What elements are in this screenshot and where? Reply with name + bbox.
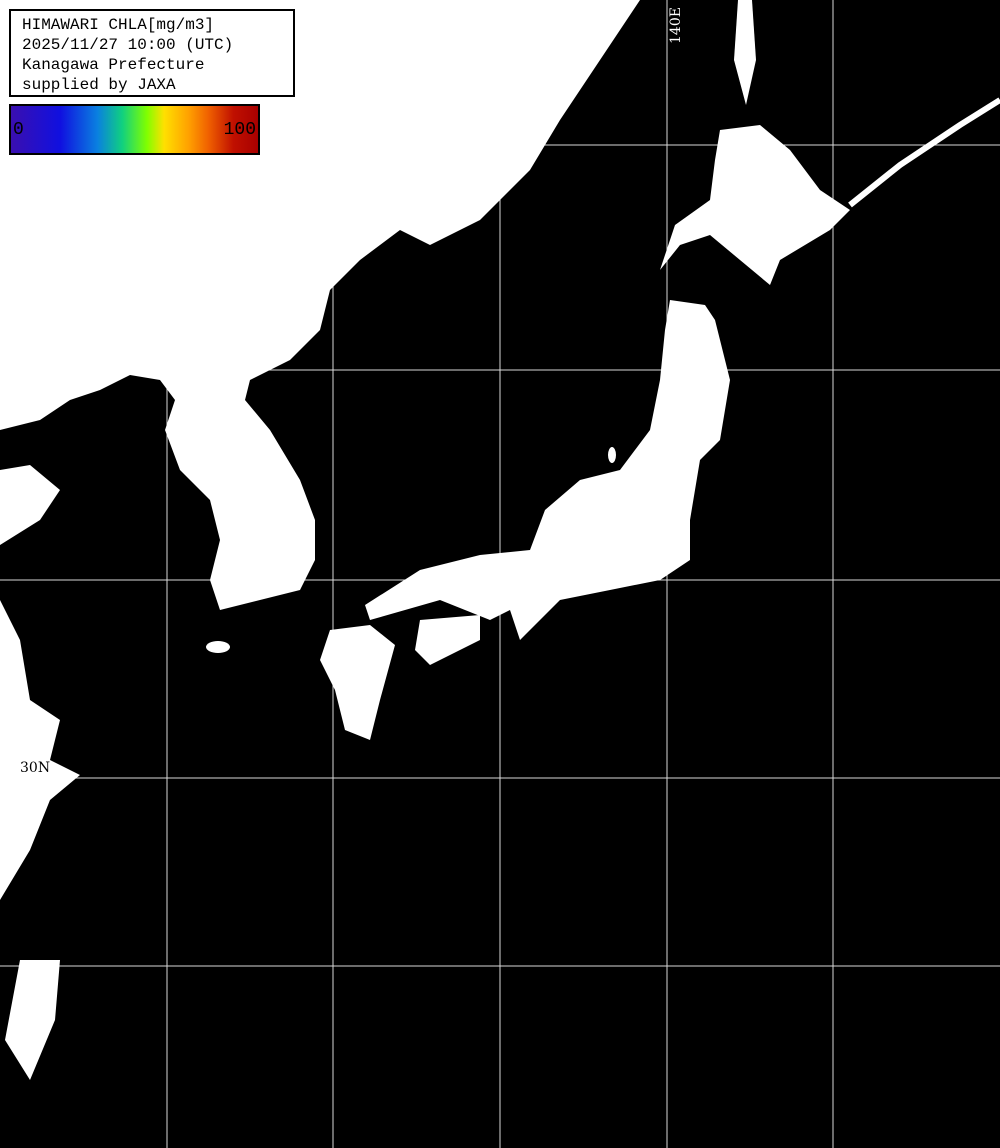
credit: supplied by JAXA [22,76,176,94]
china-coast-north [0,465,60,545]
china-coast-south [0,600,80,900]
product-title: HIMAWARI CHLA[mg/m3] [22,16,215,34]
honshu [365,300,730,640]
kuril-islands [848,97,1000,208]
sakhalin [734,0,756,105]
lat-label-30n: 30N [20,760,51,776]
colorbar-max: 100 [223,120,256,140]
timestamp: 2025/11/27 10:00 (UTC) [22,36,234,54]
taiwan [5,960,60,1080]
region-name: Kanagawa Prefecture [22,56,205,74]
shikoku [415,615,480,665]
lat-label-40n: 40N [12,352,43,368]
info-box: HIMAWARI CHLA[mg/m3] 2025/11/27 10:00 (U… [9,9,295,97]
kyushu [320,625,395,740]
lon-label-140e: 140E [668,7,684,44]
colorbar-min: 0 [13,120,24,140]
sado [608,447,616,463]
hokkaido [660,125,850,285]
colorbar-legend: 0 100 [9,104,260,155]
jeju [206,641,230,653]
